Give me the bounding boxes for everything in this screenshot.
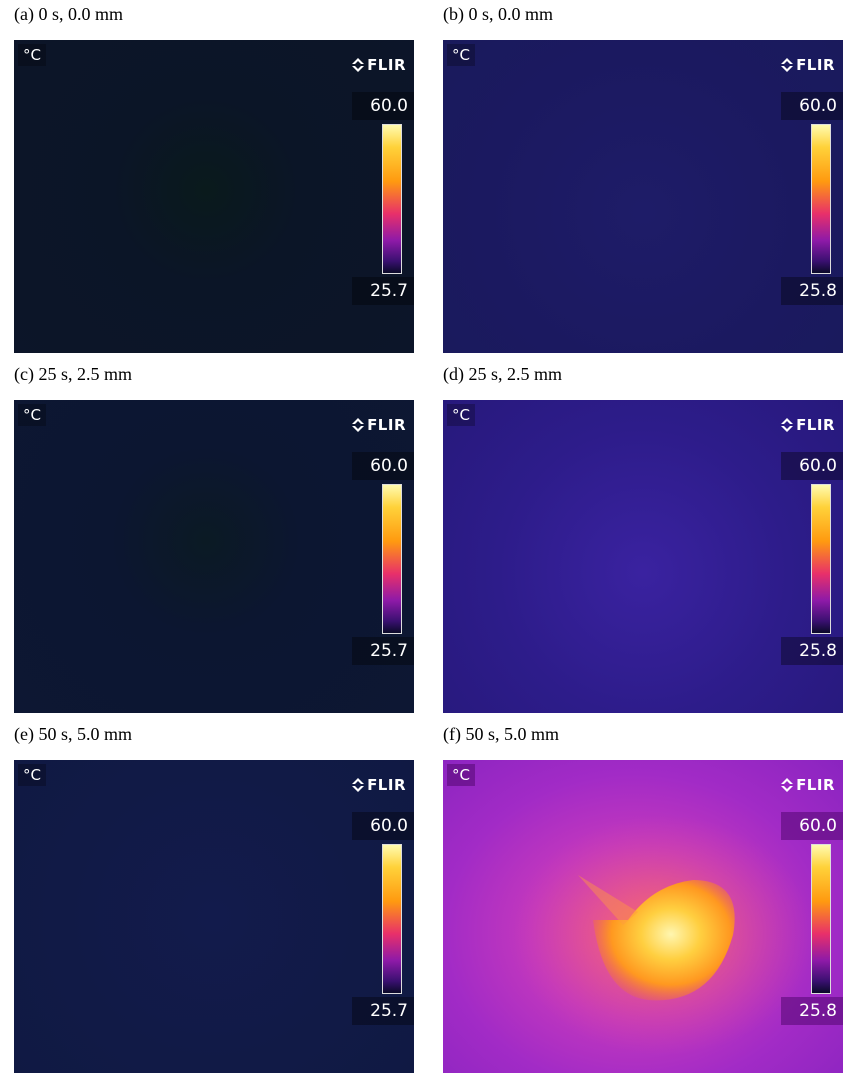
min-temp: 25.8: [781, 277, 843, 305]
unit-label: °C: [18, 44, 46, 66]
thermal-image: °C FLIR 60.0 25.8: [443, 400, 843, 713]
thermal-image: °C FLIR 60.0 25.7: [14, 400, 414, 713]
max-temp: 60.0: [352, 92, 414, 120]
page: {"panels": [ {"caption": "(a) 0 s, 0.0 m…: [0, 0, 843, 1073]
thermal-image: °C FLIR 60.0 25.7: [14, 760, 414, 1073]
color-scale: [811, 124, 831, 274]
max-temp: 60.0: [352, 812, 414, 840]
caption: (e) 50 s, 5.0 mm: [14, 724, 132, 745]
thermal-image: °C FLIR 60.0 25.8: [443, 40, 843, 353]
brand-logo: FLIR: [352, 416, 406, 434]
brand-text: FLIR: [367, 416, 406, 434]
unit-label: °C: [447, 404, 475, 426]
min-temp: 25.7: [352, 277, 414, 305]
min-temp: 25.8: [781, 637, 843, 665]
brand-text: FLIR: [796, 776, 835, 794]
brand-logo: FLIR: [352, 776, 406, 794]
logo-icon: [352, 778, 364, 792]
thermal-image: °C FLIR 60.0 25.7: [14, 40, 414, 353]
brand-text: FLIR: [796, 416, 835, 434]
brand-logo: FLIR: [781, 56, 835, 74]
unit-label: °C: [447, 44, 475, 66]
brand-logo: FLIR: [781, 776, 835, 794]
color-scale: [382, 484, 402, 634]
logo-icon: [352, 418, 364, 432]
logo-icon: [781, 418, 793, 432]
caption: (a) 0 s, 0.0 mm: [14, 4, 123, 25]
caption: (b) 0 s, 0.0 mm: [443, 4, 553, 25]
min-temp: 25.7: [352, 997, 414, 1025]
caption: (d) 25 s, 2.5 mm: [443, 364, 562, 385]
logo-icon: [352, 58, 364, 72]
caption: (c) 25 s, 2.5 mm: [14, 364, 132, 385]
caption: (f) 50 s, 5.0 mm: [443, 724, 559, 745]
brand-logo: FLIR: [781, 416, 835, 434]
min-temp: 25.8: [781, 997, 843, 1025]
logo-icon: [781, 778, 793, 792]
unit-label: °C: [18, 404, 46, 426]
brand-text: FLIR: [367, 776, 406, 794]
unit-label: °C: [447, 764, 475, 786]
max-temp: 60.0: [781, 812, 843, 840]
hot-spot: [443, 760, 843, 1073]
color-scale: [811, 844, 831, 994]
unit-label: °C: [18, 764, 46, 786]
brand-text: FLIR: [367, 56, 406, 74]
brand-logo: FLIR: [352, 56, 406, 74]
max-temp: 60.0: [781, 452, 843, 480]
max-temp: 60.0: [781, 92, 843, 120]
max-temp: 60.0: [352, 452, 414, 480]
color-scale: [811, 484, 831, 634]
min-temp: 25.7: [352, 637, 414, 665]
brand-text: FLIR: [796, 56, 835, 74]
color-scale: [382, 124, 402, 274]
thermal-image: °C FLIR 60.0 25.8: [443, 760, 843, 1073]
color-scale: [382, 844, 402, 994]
logo-icon: [781, 58, 793, 72]
figure: (() => { const data = JSON.parse(documen…: [0, 0, 843, 1073]
